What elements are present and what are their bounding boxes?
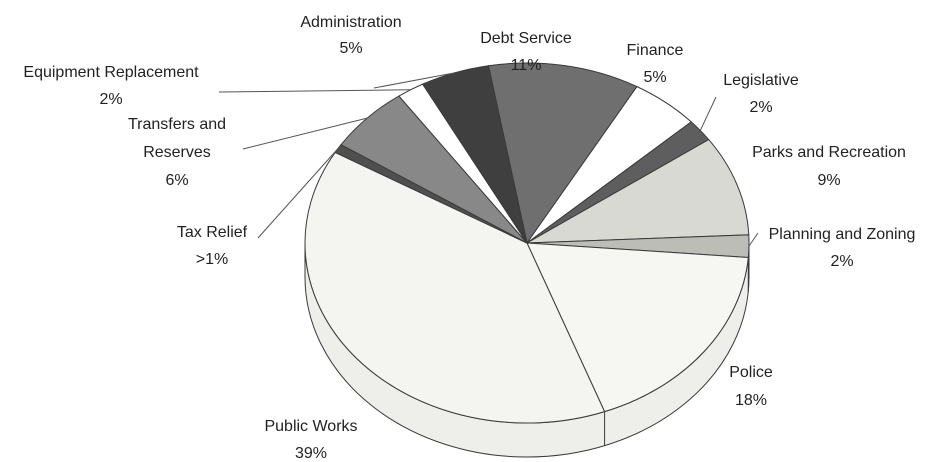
leader-lines bbox=[218, 72, 759, 247]
slice-police bbox=[526, 242, 749, 413]
leader-line-administration bbox=[373, 72, 455, 89]
leader-line-legislative bbox=[699, 96, 717, 131]
label-finance-value: 5% bbox=[643, 69, 666, 86]
label-equipment-replacement-name: Equipment Replacement bbox=[23, 64, 199, 81]
label-transfers-reserves-line2: Reserves bbox=[143, 144, 211, 161]
label-tax-relief-name: Tax Relief bbox=[177, 224, 248, 241]
label-parks-recreation-name: Parks and Recreation bbox=[752, 144, 906, 161]
slice-public-works bbox=[304, 151, 606, 424]
leader-line-transfers-and-reserves bbox=[242, 117, 368, 150]
label-police-name: Police bbox=[729, 364, 773, 381]
slice-parks-and-recreation bbox=[526, 138, 750, 244]
label-planning-zoning-name: Planning and Zoning bbox=[769, 226, 916, 243]
leader-line-tax-relief bbox=[257, 148, 339, 239]
label-parks-recreation-value: 9% bbox=[817, 172, 840, 189]
label-administration-value: 5% bbox=[339, 40, 362, 57]
label-police-value: 18% bbox=[735, 392, 767, 409]
label-finance-name: Finance bbox=[627, 42, 684, 59]
label-administration-name: Administration bbox=[300, 14, 401, 31]
label-legislative-value: 2% bbox=[749, 99, 772, 116]
label-public-works-value: 39% bbox=[295, 445, 327, 462]
leader-line-planning-and-zoning bbox=[748, 232, 759, 247]
label-legislative-name: Legislative bbox=[723, 72, 799, 89]
label-public-works-name: Public Works bbox=[264, 418, 357, 435]
label-debt-service-name: Debt Service bbox=[480, 30, 572, 47]
label-transfers-reserves-line1: Transfers and bbox=[128, 116, 226, 133]
pie-slices bbox=[304, 62, 750, 424]
label-planning-zoning-value: 2% bbox=[830, 253, 853, 270]
leader-line-equipment-replacement bbox=[218, 89, 411, 93]
label-equipment-replacement-value: 2% bbox=[99, 91, 122, 108]
label-transfers-reserves-value: 6% bbox=[165, 172, 188, 189]
label-debt-service-value: 11% bbox=[511, 57, 542, 74]
slice-debt-service bbox=[487, 62, 638, 245]
label-tax-relief-value: >1% bbox=[196, 251, 228, 268]
